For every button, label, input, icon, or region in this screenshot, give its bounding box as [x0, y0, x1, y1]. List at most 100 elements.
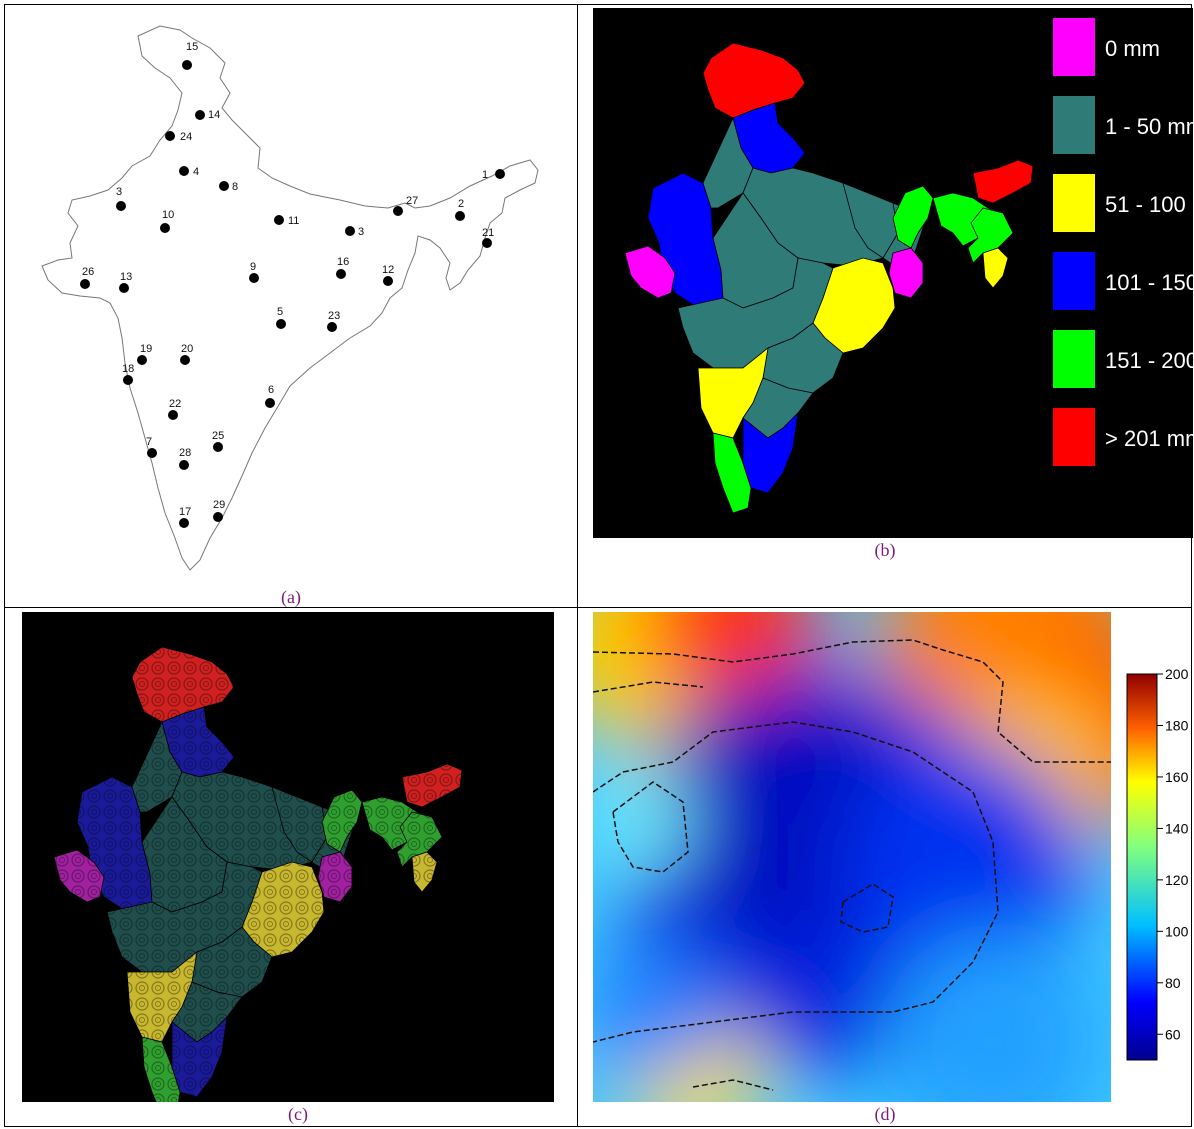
colorbar-tick-label: 140: [1165, 820, 1189, 836]
station-dot: [327, 322, 337, 332]
station-label: 2: [458, 198, 464, 210]
station-dot: [249, 273, 259, 283]
station-dot: [168, 410, 178, 420]
station-dot: [160, 223, 170, 233]
region-telangana-texture: [192, 927, 272, 997]
grid-border-left: [4, 4, 5, 1127]
region-ne-b: [967, 207, 1014, 264]
station-label: 1: [482, 169, 488, 181]
contour-line: [593, 639, 1111, 763]
station-label: 18: [122, 363, 134, 375]
caption-c: (c): [288, 1104, 308, 1124]
station-dot: [276, 319, 286, 329]
station-dot: [137, 355, 147, 365]
region-ne-arunachal: [972, 159, 1034, 204]
station-label: 28: [179, 447, 191, 459]
legend-label: 101 - 150 mm: [1105, 270, 1193, 295]
station-label: 23: [328, 310, 340, 322]
colorbar-tick-label: 200: [1165, 666, 1189, 682]
grid-border-top: [4, 4, 1192, 5]
legend-swatch: [1053, 330, 1095, 388]
india-outline: [41, 25, 539, 571]
region-gujarat-texture: [54, 850, 104, 902]
station-label: 6: [268, 384, 274, 396]
station-label: 26: [82, 266, 94, 278]
station-label: 15: [186, 41, 198, 53]
station-dot: [123, 375, 133, 385]
station-label: 21: [482, 227, 494, 239]
station-label: 12: [382, 264, 394, 276]
station-label: 11: [288, 215, 299, 227]
grid-border-bottom: [4, 1126, 1192, 1127]
caption-b: (b): [874, 540, 896, 560]
station-dot: [165, 131, 175, 141]
region-ne-sikkim: [892, 185, 934, 249]
legend-label: 0 mm: [1105, 36, 1160, 61]
caption-d: (d): [874, 1104, 896, 1124]
legend-label: 151 - 200 mm: [1105, 348, 1193, 373]
station-label: 7: [146, 436, 152, 448]
station-dot: [219, 181, 229, 191]
heat-blob: [593, 942, 723, 1082]
region-maha-texture: [107, 862, 262, 972]
station-dot: [383, 276, 393, 286]
station-label: 9: [250, 261, 256, 273]
colorbar-tick-label: 120: [1165, 872, 1189, 888]
station-label: 27: [406, 195, 418, 207]
region-odisha-texture: [242, 862, 324, 957]
region-kashmir: [702, 42, 806, 119]
station-label: 4: [193, 166, 199, 178]
grid-divider-horizontal: [4, 607, 1192, 608]
region-maha: [677, 257, 834, 369]
panel-c-regions: [53, 646, 463, 1102]
legend-label: > 201 mm: [1105, 426, 1193, 451]
region-gujarat: [624, 245, 676, 299]
station-dot: [147, 448, 157, 458]
legend-swatch: [1053, 18, 1095, 76]
colorbar-tick-label: 160: [1165, 769, 1189, 785]
region-kerala-texture: [142, 1037, 180, 1102]
station-dot: [182, 60, 192, 70]
colorbar-tick-label: 60: [1165, 1026, 1181, 1042]
legend-label: 51 - 100 mm: [1105, 192, 1193, 217]
station-label: 29: [213, 499, 225, 511]
station-dot: [495, 169, 505, 179]
contour-line: [593, 721, 999, 1043]
region-ne-b-texture: [397, 812, 442, 867]
station-label: 3: [116, 186, 122, 198]
contour-line: [593, 681, 704, 693]
station-dot: [80, 279, 90, 289]
region-mp-texture: [142, 797, 227, 912]
legend-swatch: [1053, 408, 1095, 466]
colorbar-tick-label: 80: [1165, 975, 1181, 991]
region-tamil: [742, 411, 799, 494]
station-dot: [345, 226, 355, 236]
region-ne-arunachal-texture: [402, 764, 462, 807]
region-ne-manipur: [982, 247, 1009, 289]
station-dot: [116, 201, 126, 211]
region-bengal: [888, 247, 924, 299]
region-ne-manipur-texture: [412, 852, 437, 892]
station-label: 5: [277, 306, 283, 318]
station-label: 19: [140, 343, 152, 355]
station-label: 8: [232, 181, 238, 193]
legend-swatch: [1053, 252, 1095, 310]
station-dot: [179, 518, 189, 528]
grid-border-right: [1191, 4, 1192, 1127]
station-label: 14: [208, 109, 220, 121]
colorbar: [1126, 673, 1158, 1061]
region-bengal-texture: [318, 852, 352, 902]
station-dot: [455, 211, 465, 221]
heat-blob: [843, 742, 1083, 982]
contour-line: [692, 1079, 774, 1091]
region-bihar-texture: [272, 787, 342, 862]
region-andhra-texture: [172, 982, 242, 1042]
station-label: 20: [181, 343, 193, 355]
region-kashmir-texture: [132, 647, 234, 722]
caption-a: (a): [281, 587, 301, 607]
panel-b-regions: 0 mm 1 - 50 mm 51 - 100 mm 101 - 150 mm 151 …: [624, 18, 1193, 514]
station-label: 25: [212, 430, 224, 442]
contour-line: [612, 781, 689, 873]
